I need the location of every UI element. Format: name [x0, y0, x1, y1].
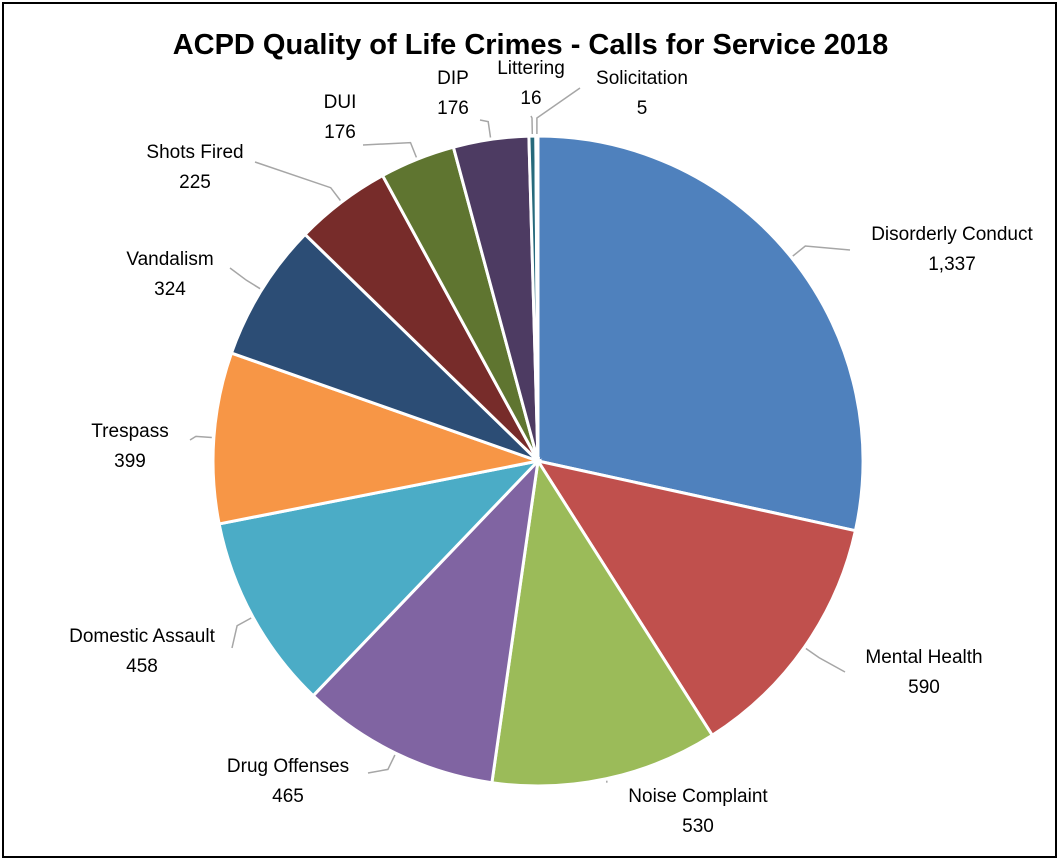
data-label-value-mental-health: 590 — [908, 677, 940, 698]
leader-line-dui — [362, 141, 418, 158]
data-label-name-vandalism: Vandalism — [126, 249, 213, 270]
pie-slice-trespass — [211, 351, 544, 526]
data-label-name-drug-offenses: Drug Offenses — [227, 756, 349, 777]
data-label-name-solicitation: Solicitation — [596, 68, 688, 89]
leader-line-littering — [530, 115, 534, 135]
data-label-value-disorderly-conduct: 1,337 — [928, 254, 976, 275]
data-label-name-noise-complaint: Noise Complaint — [628, 786, 768, 807]
pie-slice-vandalism — [229, 232, 540, 463]
data-label-name-trespass: Trespass — [91, 421, 168, 442]
leader-line-disorderly-conduct — [792, 245, 851, 257]
data-label-value-solicitation: 5 — [637, 98, 648, 119]
pie-slice-mental-health — [534, 458, 858, 738]
data-label-value-drug-offenses: 465 — [272, 786, 304, 807]
leader-line-domestic-assault — [231, 617, 252, 649]
leader-line-shots-fired — [254, 161, 341, 201]
data-label-name-littering: Littering — [497, 58, 565, 79]
data-label-value-dip: 176 — [437, 98, 469, 119]
leader-line-mental-health — [805, 647, 846, 673]
data-label-name-dip: DIP — [437, 68, 469, 89]
data-label-value-dui: 176 — [324, 122, 356, 143]
chart-title: ACPD Quality of Life Crimes - Calls for … — [172, 29, 889, 61]
data-label-value-shots-fired: 225 — [179, 172, 211, 193]
data-label-name-mental-health: Mental Health — [865, 647, 982, 668]
data-labels: Disorderly Conduct 1,337 Mental Health 590 N… — [69, 58, 1033, 837]
leader-line-drug-offenses — [367, 754, 396, 774]
data-label-value-trespass: 399 — [114, 451, 146, 472]
data-label-name-dui: DUI — [324, 92, 357, 113]
pie-slice-disorderly-conduct — [536, 134, 865, 533]
leader-line-vandalism — [229, 267, 261, 290]
leader-lines — [189, 87, 851, 783]
leader-line-trespass — [189, 435, 212, 441]
data-label-value-littering: 16 — [520, 88, 541, 109]
data-label-value-vandalism: 324 — [154, 279, 186, 300]
data-label-value-domestic-assault: 458 — [126, 656, 158, 677]
pie-slice-noise-complaint — [490, 456, 715, 788]
leader-line-solicitation — [536, 87, 581, 134]
data-label-value-noise-complaint: 530 — [682, 816, 714, 837]
pie-slice-drug-offenses — [311, 456, 541, 785]
pie-slices — [211, 134, 865, 788]
data-label-name-shots-fired: Shots Fired — [146, 142, 243, 163]
pie-slice-domestic-assault — [217, 458, 543, 698]
pie-slice-solicitation — [534, 134, 540, 462]
leader-line-dip — [479, 119, 492, 138]
data-label-name-disorderly-conduct: Disorderly Conduct — [871, 224, 1033, 245]
data-label-name-domestic-assault: Domestic Assault — [69, 626, 215, 647]
